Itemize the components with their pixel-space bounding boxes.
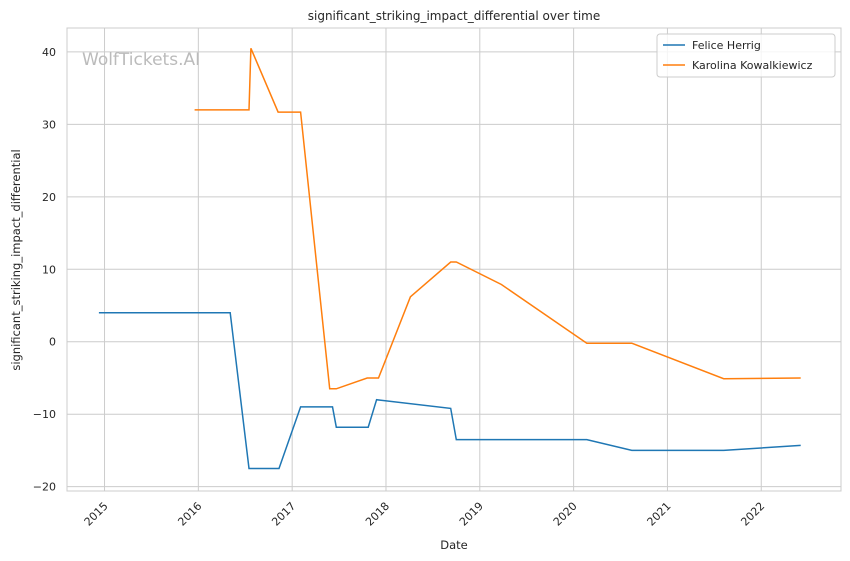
x-tick-labels: 2015 2016 2017 2018 2019 2020 2021 2022 [82,500,768,529]
legend-box [656,33,836,78]
x-tick-label: 2017 [269,500,298,529]
y-tick-label: −20 [33,481,56,494]
legend-label-karolina-kowalkiewicz: Karolina Kowalkiewicz [692,59,813,72]
chart-title: significant_striking_impact_differential… [308,9,600,23]
x-tick-label: 2018 [363,500,392,529]
y-tick-labels: −20 −10 0 10 20 30 40 [33,46,56,494]
y-tick-label: −10 [33,408,56,421]
grid [67,28,841,491]
x-tick-label: 2016 [175,500,204,529]
watermark: WolfTickets.AI [82,50,200,70]
y-tick-label: 0 [49,336,56,349]
series-line-felice-herrig [98,312,801,470]
y-tick-label: 10 [42,263,56,276]
y-tick-label: 30 [42,118,56,131]
series-group [98,48,801,470]
x-tick-label: 2019 [457,500,486,529]
series-line-karolina-kowalkiewicz [194,48,801,390]
x-tick-label: 2020 [551,500,580,529]
x-tick-label: 2021 [645,500,674,529]
x-axis-label: Date [440,538,468,552]
legend: Felice Herrig Karolina Kowalkiewicz [656,33,836,78]
legend-label-felice-herrig: Felice Herrig [692,39,761,52]
plot-frame [66,27,842,492]
y-tick-label: 40 [42,46,56,59]
y-tick-label: 20 [42,191,56,204]
x-tick-label: 2022 [738,500,767,529]
y-axis-label: significant_striking_impact_differential [9,149,23,370]
x-tick-label: 2015 [82,500,111,529]
